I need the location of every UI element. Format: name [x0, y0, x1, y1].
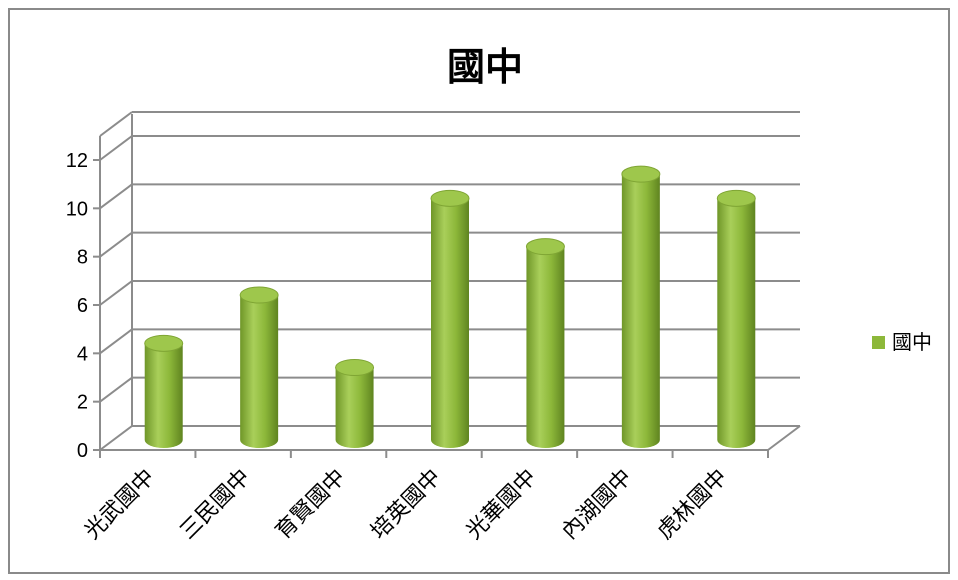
bar-body — [335, 367, 374, 448]
x-category-label: 內湖國中 — [557, 465, 637, 545]
gridline-top-side — [99, 111, 133, 137]
x-category-label: 光武國中 — [80, 465, 160, 545]
x-category-label: 培英國中 — [366, 465, 446, 545]
bar-body — [621, 174, 660, 448]
bar-body — [431, 198, 469, 448]
x-category-label: 虎林國中 — [653, 465, 733, 545]
bar-cylinder — [525, 238, 565, 448]
floor-right-edge — [767, 425, 801, 451]
bar-top — [239, 286, 279, 304]
axis-layer — [93, 136, 801, 458]
bar-top — [430, 189, 470, 207]
gridline-side — [99, 328, 133, 355]
x-category-label: 育賢國中 — [271, 465, 351, 545]
bar-body — [717, 198, 756, 448]
bar-cylinder — [239, 286, 279, 448]
gridline-side — [99, 376, 133, 403]
bar-cylinder — [716, 189, 756, 448]
chart-title: 國中 — [447, 44, 523, 89]
legend: 國中 — [872, 330, 932, 354]
bar-top — [335, 359, 375, 376]
y-tick-label: 12 — [66, 150, 88, 172]
bar-cylinder — [335, 359, 375, 448]
bar-top — [716, 189, 756, 207]
y-tick-label: 8 — [77, 247, 88, 269]
bar-cylinder — [621, 165, 661, 448]
bar-top — [525, 238, 565, 256]
x-category-label: 光華國中 — [462, 465, 542, 545]
chart-frame: 國中 0 2 4 6 8 10 12 光武國中 三民國中 育賢國中 培英國中 光華國中 內湖國中 虎林國中… — [8, 8, 950, 574]
gridline-side — [99, 183, 133, 210]
y-tick-label: 2 — [77, 392, 88, 414]
x-category-label: 三民國中 — [175, 465, 255, 545]
bar-layer — [144, 165, 756, 448]
legend-label: 國中 — [892, 330, 932, 354]
gridline-side — [99, 425, 133, 451]
chart-svg: 國中 0 2 4 6 8 10 12 光武國中 三民國中 育賢國中 培英國中 光華國中 內湖國中 虎林國中… — [66, 44, 932, 545]
bar-body — [240, 295, 279, 448]
y-tick-label: 4 — [77, 343, 88, 365]
bar-cylinder — [430, 189, 470, 448]
bar-body — [526, 246, 565, 448]
y-tick-label: 10 — [66, 198, 88, 220]
bar-top — [621, 165, 661, 183]
y-tick-label: 0 — [77, 440, 88, 462]
legend-swatch — [872, 336, 885, 349]
gridline-side — [99, 231, 133, 258]
gridline-side — [99, 135, 133, 161]
bar-top — [144, 334, 184, 352]
y-tick-label: 6 — [77, 295, 88, 317]
bar-cylinder — [144, 334, 184, 448]
gridline-side — [99, 280, 133, 306]
bar-body — [144, 343, 183, 448]
